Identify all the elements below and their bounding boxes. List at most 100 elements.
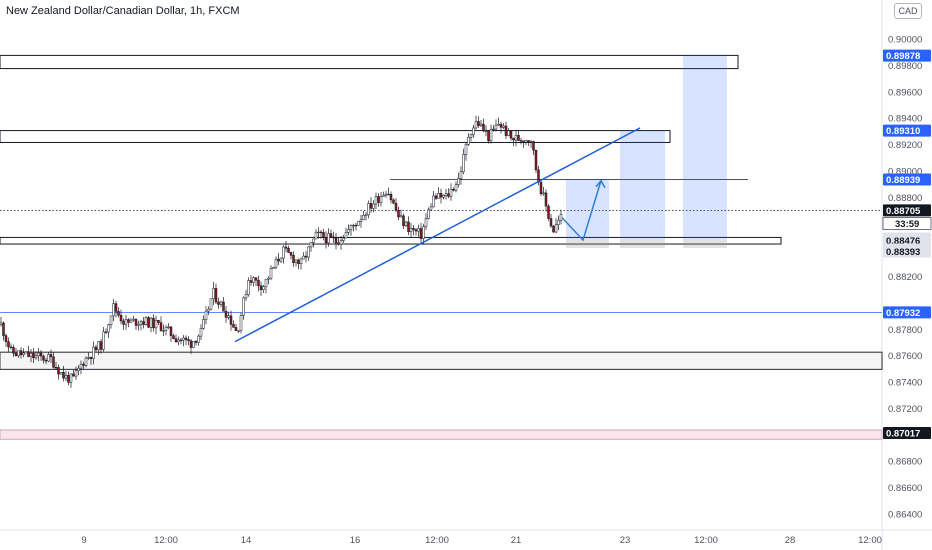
candle: [409, 228, 413, 232]
candle: [374, 196, 378, 205]
candle: [329, 233, 333, 238]
x-tick-label: 14: [241, 535, 252, 546]
candle: [334, 237, 338, 244]
bottom-zone[interactable]: [0, 429, 883, 440]
candle: [249, 280, 253, 283]
candle: [322, 232, 325, 238]
candle: [79, 363, 83, 369]
candle: [372, 203, 375, 209]
candle: [399, 215, 403, 218]
target-box-3[interactable]: [683, 55, 727, 239]
candle: [147, 317, 150, 328]
x-tick-label: 12:00: [694, 535, 718, 546]
y-tick-label: 0.90000: [888, 35, 922, 46]
support-zone[interactable]: [0, 236, 782, 245]
candle: [72, 373, 75, 377]
candle: [532, 141, 535, 151]
candle: [349, 225, 353, 230]
candle: [417, 228, 420, 232]
candle: [199, 328, 203, 337]
candle: [324, 237, 328, 244]
trendline[interactable]: [234, 127, 641, 343]
candle: [529, 141, 533, 143]
y-tick-label: 0.86800: [888, 457, 922, 468]
candle: [124, 319, 128, 325]
candle: [254, 277, 258, 281]
candle: [119, 314, 123, 322]
candle: [319, 231, 323, 234]
candle: [384, 193, 388, 196]
y-tick-label: 0.86600: [888, 483, 922, 494]
candle: [252, 277, 255, 283]
candle: [472, 127, 475, 136]
candle: [189, 340, 193, 348]
candle: [474, 121, 478, 129]
candle: [39, 352, 43, 357]
target-box-3-stop: [683, 238, 727, 248]
price-label: 0.88705: [886, 206, 921, 217]
candle: [157, 319, 160, 323]
candle: [359, 219, 363, 222]
projection-path[interactable]: [561, 180, 602, 242]
candle: [459, 171, 463, 179]
candle: [12, 347, 15, 354]
candle: [84, 357, 88, 366]
candle: [544, 192, 548, 207]
candle: [284, 246, 288, 249]
candle: [134, 318, 138, 326]
candle: [424, 218, 428, 227]
candle: [24, 351, 28, 354]
countdown-bg: [882, 217, 932, 230]
lower-support-zone[interactable]: [0, 351, 883, 370]
candle: [42, 355, 45, 361]
candle: [309, 242, 313, 248]
candle: [297, 259, 300, 264]
price-label-bg: [883, 306, 931, 319]
candle: [204, 310, 208, 320]
candle: [524, 140, 528, 143]
projection-arrowhead: [595, 179, 606, 189]
candle: [274, 258, 278, 268]
price-label-bg: [883, 245, 931, 258]
candle: [422, 226, 425, 239]
resistance-zone-mid[interactable]: [0, 130, 671, 143]
currency-button[interactable]: CAD: [894, 3, 922, 19]
candle: [17, 350, 20, 357]
price-label: 0.89310: [886, 126, 920, 137]
y-tick-label: 0.89600: [888, 87, 922, 98]
candle: [194, 341, 198, 343]
price-label-bg: [883, 49, 931, 62]
candle: [107, 324, 110, 333]
y-tick-label: 0.87200: [888, 404, 922, 415]
y-tick-label: 0.87400: [888, 378, 922, 389]
candle: [454, 184, 458, 191]
candle: [342, 237, 345, 241]
price-label-bg: [883, 173, 931, 186]
candle: [299, 258, 303, 264]
candle: [412, 228, 415, 230]
candle: [547, 205, 550, 219]
candle: [187, 339, 190, 342]
candle: [414, 229, 418, 232]
candle: [534, 150, 538, 171]
candle: [347, 229, 350, 233]
candle: [207, 308, 210, 312]
resistance-zone-top[interactable]: [0, 54, 739, 70]
candle: [154, 319, 158, 329]
candle: [169, 326, 173, 336]
candle: [367, 203, 370, 216]
target-box-2[interactable]: [620, 130, 665, 239]
candle: [244, 294, 248, 299]
candle: [264, 278, 268, 288]
y-tick-label: 0.86400: [888, 509, 922, 520]
candle: [114, 303, 118, 312]
candle: [44, 359, 48, 362]
candle: [149, 317, 153, 328]
candle: [427, 209, 430, 219]
candle: [159, 322, 163, 331]
candle: [179, 339, 183, 342]
candle: [407, 221, 410, 232]
candle: [277, 258, 280, 262]
candle: [497, 123, 500, 126]
